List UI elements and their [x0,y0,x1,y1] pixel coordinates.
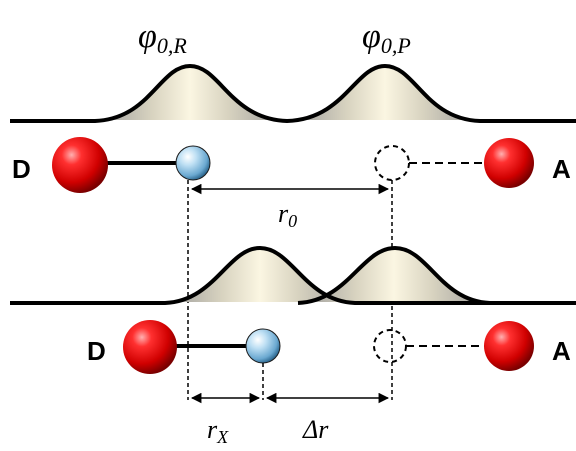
wavefunction-reactant-bottom [165,247,355,302]
acceptor-sphere-bottom [484,321,534,371]
wavefunction-curve-bottom-reactant [10,245,576,305]
label-delta-r: Δr [302,415,329,444]
particle-sphere-top [175,145,211,181]
top-molecule-row: D A [12,137,571,193]
label-acceptor-top: A [552,154,571,184]
wavefunction-curve-bottom-product [297,245,491,305]
ghost-particle-top [374,145,410,181]
displacement-measures: rX Δr [190,363,390,447]
wavefunction-reactant-top [95,65,285,120]
top-wavefunction-panel: φ0,R φ0,P [10,18,576,124]
wavefunction-curve-top [10,63,576,124]
label-phi-R: φ0,R [138,18,187,58]
particle-sphere-bottom [245,328,281,364]
r0-measure: r0 [187,180,393,400]
ghost-particle-bottom [373,329,407,363]
wavefunction-product-top [290,65,480,120]
label-donor-bottom: D [87,336,106,366]
label-phi-P: φ0,P [362,18,411,58]
bottom-wavefunction-panel [10,245,576,305]
bottom-molecule-row: D A [87,320,571,374]
label-rX: rX [207,415,229,447]
acceptor-sphere-top [484,138,534,188]
donor-sphere-top [52,137,108,193]
label-donor-top: D [12,154,31,184]
label-acceptor-bottom: A [552,336,571,366]
donor-sphere-bottom [123,320,177,374]
wavefunction-product-bottom [298,247,490,302]
label-r0: r0 [278,199,297,231]
